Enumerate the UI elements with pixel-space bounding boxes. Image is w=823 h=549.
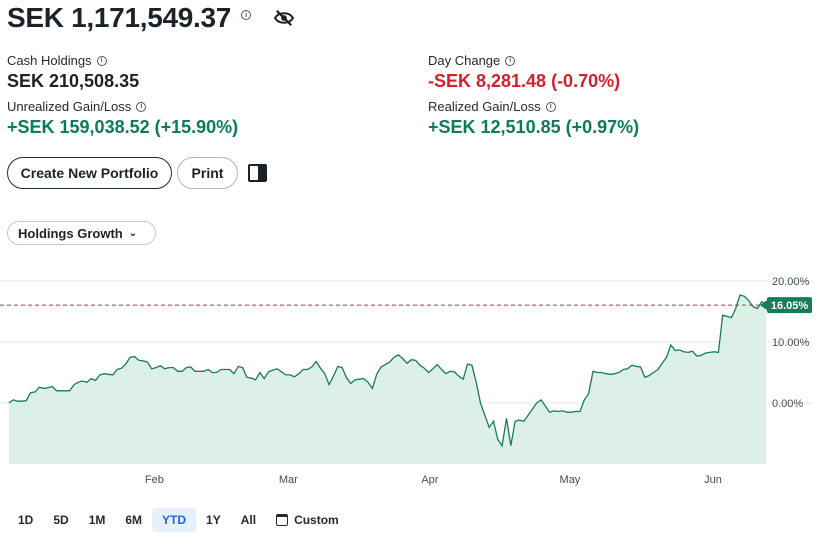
chevron-down-icon: ⌄ bbox=[128, 227, 138, 239]
range-1m[interactable]: 1M bbox=[88, 513, 106, 527]
info-icon[interactable]: i bbox=[96, 55, 107, 66]
y-tick-label: 10.00% bbox=[772, 337, 810, 349]
info-icon[interactable]: i bbox=[545, 101, 556, 112]
month-label: May bbox=[560, 474, 581, 486]
unrealized-gain-loss: Unrealized Gain/Loss i +SEK 159,038.52 (+… bbox=[7, 99, 238, 138]
series-line bbox=[8, 294, 767, 448]
print-button[interactable]: Print bbox=[177, 157, 238, 189]
cash-holdings-label: Cash Holdings bbox=[7, 53, 92, 68]
range-ytd[interactable]: YTD bbox=[152, 508, 197, 532]
range-custom[interactable]: Custom bbox=[266, 508, 349, 532]
info-icon[interactable]: i bbox=[241, 10, 252, 20]
calendar-icon bbox=[276, 514, 289, 526]
day-change-value: -SEK 8,281.48 (-0.70%) bbox=[428, 71, 621, 91]
cash-holdings-value: SEK 210,508.35 bbox=[7, 71, 140, 91]
y-axis-ticks: 20.00% 10.00% 0.00% bbox=[772, 276, 810, 410]
info-icon[interactable]: i bbox=[505, 55, 516, 66]
cash-holdings: Cash Holdings i SEK 210,508.35 bbox=[7, 53, 139, 92]
range-6m[interactable]: 6M bbox=[125, 513, 143, 527]
total-value: SEK 1,171,549.37 bbox=[7, 2, 232, 33]
current-value-label: 16.05% bbox=[771, 300, 809, 312]
custom-label: Custom bbox=[294, 513, 339, 527]
holdings-growth-dropdown[interactable]: Holdings Growth ⌄ bbox=[7, 221, 156, 245]
realized-value: +SEK 12,510.85 (+0.97%) bbox=[428, 117, 640, 137]
month-label: Feb bbox=[145, 474, 164, 486]
month-label: Apr bbox=[421, 474, 438, 486]
day-change-label: Day Change bbox=[428, 53, 501, 68]
range-all[interactable]: All bbox=[240, 513, 257, 527]
marker-arrow bbox=[760, 300, 767, 311]
y-tick-label: 20.00% bbox=[772, 276, 810, 288]
realized-label: Realized Gain/Loss bbox=[428, 99, 541, 114]
range-5d[interactable]: 5D bbox=[53, 513, 69, 527]
month-label: Mar bbox=[279, 474, 298, 486]
range-1d[interactable]: 1D bbox=[18, 513, 34, 527]
dropdown-label: Holdings Growth bbox=[18, 225, 123, 241]
current-value-badge bbox=[767, 297, 812, 314]
month-label: Jun bbox=[704, 474, 722, 486]
unrealized-label: Unrealized Gain/Loss bbox=[7, 99, 132, 114]
x-axis-months: Feb Mar Apr May Jun bbox=[145, 474, 722, 486]
unrealized-value: +SEK 159,038.52 (+15.90%) bbox=[7, 117, 239, 137]
time-range-selector: 1D 5D 1M 6M YTD 1Y All Custom bbox=[8, 508, 349, 532]
range-1y[interactable]: 1Y bbox=[206, 513, 221, 527]
holdings-growth-chart: 20.00% 10.00% 0.00% Feb Mar Apr May Jun 16.05% bbox=[0, 276, 812, 486]
info-icon[interactable]: i bbox=[136, 101, 147, 112]
layout-toggle-icon[interactable] bbox=[248, 164, 267, 182]
series-area bbox=[9, 295, 766, 464]
hide-values-icon[interactable] bbox=[273, 9, 295, 27]
portfolio-total: SEK 1,171,549.37 i bbox=[7, 2, 295, 34]
current-value-marker: 16.05% bbox=[760, 297, 812, 314]
create-new-portfolio-button[interactable]: Create New Portfolio bbox=[7, 157, 172, 189]
realized-gain-loss: Realized Gain/Loss i +SEK 12,510.85 (+0.9… bbox=[428, 99, 639, 138]
day-change: Day Change i -SEK 8,281.48 (-0.70%) bbox=[428, 53, 620, 92]
y-tick-label: 0.00% bbox=[772, 398, 803, 410]
